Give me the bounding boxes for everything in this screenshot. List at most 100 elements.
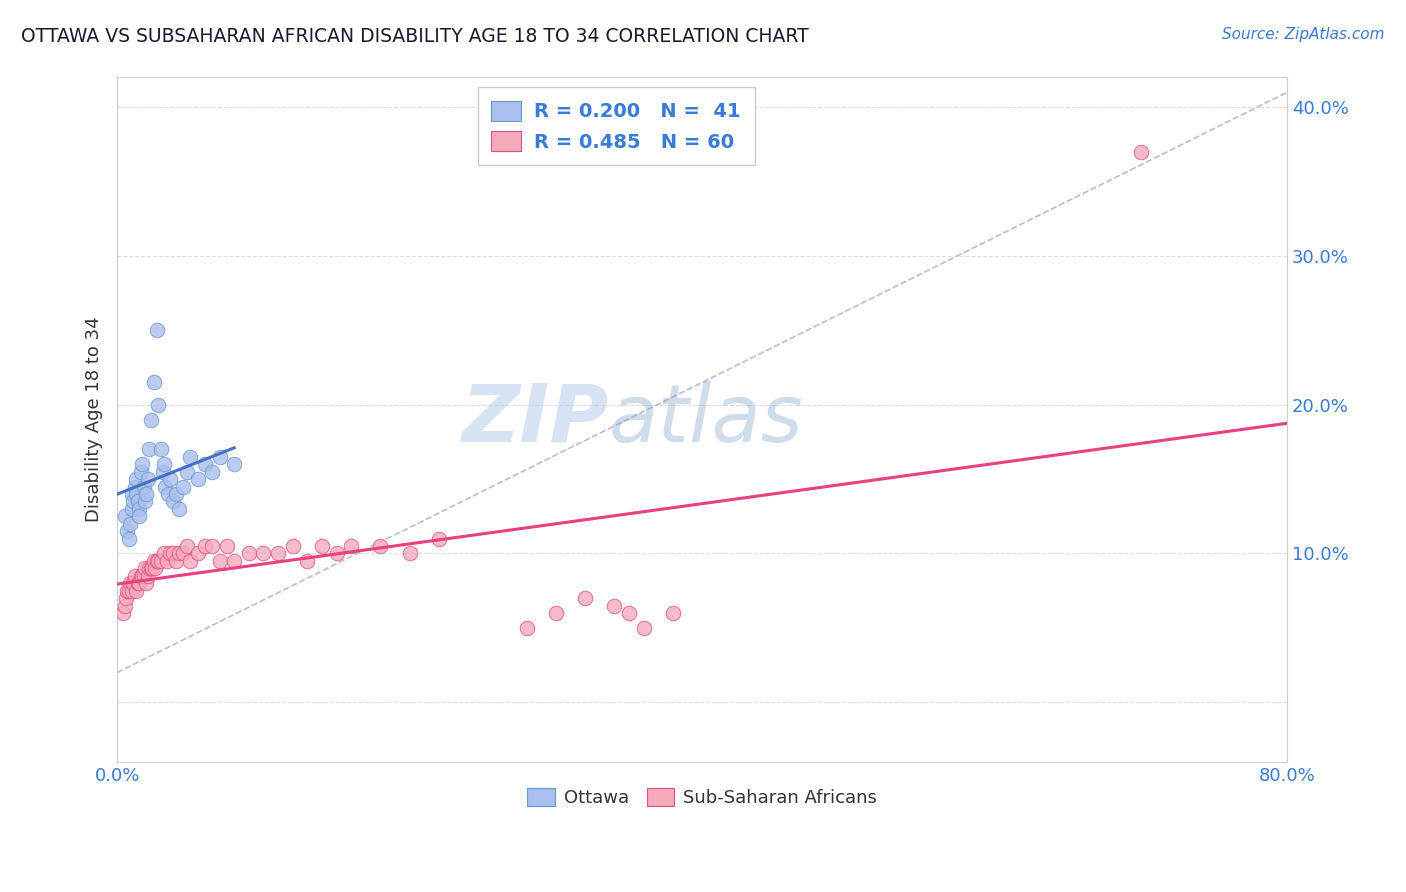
Point xyxy=(114,509,136,524)
Point xyxy=(427,532,450,546)
Point xyxy=(187,547,209,561)
Point xyxy=(139,561,162,575)
Point xyxy=(132,479,155,493)
Point xyxy=(125,472,148,486)
Point xyxy=(132,569,155,583)
Point xyxy=(129,569,152,583)
Point xyxy=(135,576,157,591)
Point xyxy=(112,606,135,620)
Point xyxy=(325,547,347,561)
Point xyxy=(252,547,274,561)
Point xyxy=(617,606,640,620)
Point xyxy=(370,539,392,553)
Point xyxy=(138,442,160,457)
Point xyxy=(194,539,217,553)
Point xyxy=(141,561,163,575)
Point xyxy=(662,606,685,620)
Point xyxy=(603,599,626,613)
Point xyxy=(118,532,141,546)
Point xyxy=(633,621,655,635)
Point xyxy=(134,494,156,508)
Point xyxy=(201,539,224,553)
Point xyxy=(152,465,174,479)
Point xyxy=(143,561,166,575)
Point xyxy=(142,376,165,390)
Point xyxy=(157,487,180,501)
Point xyxy=(544,606,567,620)
Point xyxy=(118,583,141,598)
Point xyxy=(311,539,333,553)
Point xyxy=(153,547,176,561)
Point xyxy=(165,487,187,501)
Point xyxy=(574,591,596,606)
Text: ZIP: ZIP xyxy=(461,381,609,458)
Point xyxy=(122,576,145,591)
Point xyxy=(145,554,167,568)
Point xyxy=(117,583,139,598)
Y-axis label: Disability Age 18 to 34: Disability Age 18 to 34 xyxy=(86,317,103,523)
Legend: Ottawa, Sub-Saharan Africans: Ottawa, Sub-Saharan Africans xyxy=(520,780,884,814)
Point xyxy=(128,576,150,591)
Point xyxy=(150,554,173,568)
Point xyxy=(121,501,143,516)
Point xyxy=(179,450,201,464)
Point xyxy=(165,554,187,568)
Point xyxy=(224,457,246,471)
Point xyxy=(167,547,190,561)
Point xyxy=(340,539,363,553)
Point xyxy=(136,472,159,486)
Point xyxy=(162,547,184,561)
Point xyxy=(127,576,149,591)
Text: atlas: atlas xyxy=(609,381,803,458)
Point xyxy=(128,501,150,516)
Point xyxy=(138,561,160,575)
Point xyxy=(156,554,179,568)
Point xyxy=(155,479,177,493)
Point xyxy=(127,494,149,508)
Point xyxy=(114,599,136,613)
Point xyxy=(121,583,143,598)
Point xyxy=(1129,145,1152,159)
Point xyxy=(398,547,420,561)
Point xyxy=(516,621,538,635)
Point xyxy=(172,479,194,493)
Point xyxy=(121,487,143,501)
Point xyxy=(162,494,184,508)
Point xyxy=(131,457,153,471)
Point xyxy=(194,457,217,471)
Point xyxy=(125,487,148,501)
Point xyxy=(134,561,156,575)
Point xyxy=(159,547,181,561)
Point xyxy=(117,524,139,538)
Text: OTTAWA VS SUBSAHARAN AFRICAN DISABILITY AGE 18 TO 34 CORRELATION CHART: OTTAWA VS SUBSAHARAN AFRICAN DISABILITY … xyxy=(21,27,808,45)
Point xyxy=(146,398,169,412)
Point xyxy=(115,591,138,606)
Point xyxy=(139,412,162,426)
Point xyxy=(124,479,146,493)
Point xyxy=(129,465,152,479)
Point xyxy=(208,450,231,464)
Point xyxy=(135,487,157,501)
Point xyxy=(145,323,167,337)
Point xyxy=(125,583,148,598)
Point xyxy=(281,539,304,553)
Point xyxy=(136,569,159,583)
Point xyxy=(176,465,198,479)
Point xyxy=(297,554,319,568)
Point xyxy=(124,569,146,583)
Point xyxy=(215,539,238,553)
Point xyxy=(159,472,181,486)
Point xyxy=(120,576,142,591)
Point xyxy=(208,554,231,568)
Point xyxy=(142,554,165,568)
Point xyxy=(131,569,153,583)
Point xyxy=(128,509,150,524)
Point xyxy=(238,547,260,561)
Point xyxy=(172,547,194,561)
Point xyxy=(153,457,176,471)
Point xyxy=(201,465,224,479)
Point xyxy=(122,494,145,508)
Point xyxy=(187,472,209,486)
Point xyxy=(150,442,173,457)
Point xyxy=(167,501,190,516)
